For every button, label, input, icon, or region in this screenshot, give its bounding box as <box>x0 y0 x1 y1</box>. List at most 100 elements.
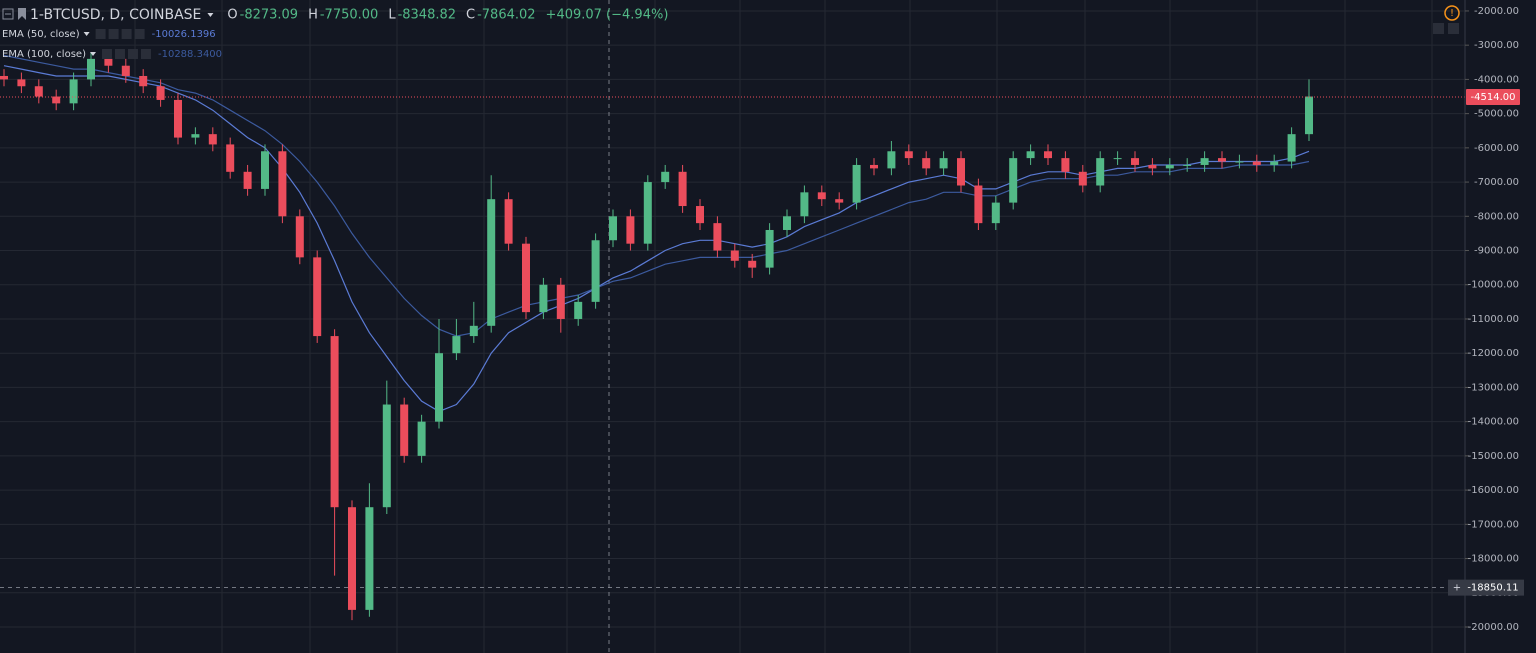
button[interactable] <box>1448 23 1459 34</box>
indicator-value: -10026.1396 <box>152 29 216 40</box>
candle-body <box>1078 171 1087 186</box>
indicator-legend: EMA (50, close) -10026.1396 EMA (100, clos… <box>2 29 222 60</box>
indicator-button[interactable] <box>114 49 125 59</box>
ohlc-value: -7750.00 <box>320 8 378 23</box>
candle-body <box>1252 161 1261 165</box>
candle-body <box>991 202 1000 224</box>
candle-body <box>974 185 983 224</box>
candle-body <box>678 171 687 207</box>
candle-body <box>313 257 322 337</box>
dropdown-arrow <box>89 52 96 56</box>
dropdown-arrow <box>83 32 90 36</box>
ohlc-label: L <box>388 8 396 23</box>
indicator-button[interactable] <box>108 29 119 39</box>
y-tick-label: -7000.00 <box>1474 177 1519 188</box>
candle-body <box>452 336 461 354</box>
candle-body <box>52 96 61 104</box>
indicator-button[interactable] <box>140 49 151 59</box>
indicator-name: EMA (50, close) <box>2 29 80 40</box>
y-tick-label: -13000.00 <box>1468 382 1519 393</box>
indicator-button[interactable] <box>121 29 132 39</box>
ohlc-value: -8348.82 <box>398 8 456 23</box>
candle-body <box>730 250 739 261</box>
candle-body <box>957 158 965 186</box>
y-tick-label: -10000.00 <box>1468 280 1519 291</box>
candle-body <box>469 325 478 337</box>
button[interactable] <box>1433 23 1444 34</box>
change-value: +409.07 (−4.94%) <box>546 8 669 23</box>
candle-body <box>0 75 8 80</box>
candle-body <box>661 171 670 183</box>
grid <box>0 0 1465 653</box>
candle-body <box>417 421 426 456</box>
y-tick-label: -9000.00 <box>1474 246 1519 257</box>
candle-body <box>139 75 148 87</box>
candle-body <box>365 507 374 610</box>
candle-body <box>435 353 443 422</box>
candle-body <box>765 229 774 268</box>
ema-line <box>3 65 1310 413</box>
candle-body <box>121 65 130 76</box>
candle-body <box>191 134 200 138</box>
candle-body <box>226 144 235 172</box>
ohlc-label: C <box>466 8 475 23</box>
symbol-title[interactable]: 1-BTCUSD, D, COINBASE <box>30 7 201 23</box>
candle-body <box>156 86 165 100</box>
candle-body <box>278 151 287 217</box>
y-tick-label: -20000.00 <box>1468 622 1519 633</box>
candle-body <box>1148 164 1157 169</box>
candle-body <box>504 199 513 244</box>
indicator-button[interactable] <box>101 49 112 59</box>
candle-body <box>870 164 878 169</box>
candle-body <box>522 243 530 313</box>
y-tick-label: -2000.00 <box>1474 6 1519 17</box>
y-tick-label: -15000.00 <box>1468 451 1519 462</box>
indicator-button[interactable] <box>134 29 145 39</box>
collapse-icon[interactable] <box>2 8 14 20</box>
alert-icon[interactable] <box>1444 5 1460 21</box>
candle-body <box>1218 158 1226 162</box>
y-tick-label: -8000.00 <box>1474 211 1519 222</box>
candle-body <box>817 192 826 200</box>
y-tick-label: -14000.00 <box>1468 417 1519 428</box>
candle-body <box>1165 164 1174 169</box>
candle-body <box>643 182 652 244</box>
candle-body <box>939 158 948 169</box>
candle-body <box>1026 151 1035 159</box>
candle-body <box>34 86 43 97</box>
candle-body <box>1131 158 1139 165</box>
candle-body <box>1235 161 1244 163</box>
y-tick-label: -18000.00 <box>1468 554 1519 565</box>
y-tick-label: -5000.00 <box>1474 109 1519 120</box>
candle-body <box>261 151 269 189</box>
ohlc-label: H <box>308 8 318 23</box>
candle-body <box>626 216 635 244</box>
candle-body <box>17 79 26 87</box>
indicator-button[interactable] <box>127 49 138 59</box>
candle-body <box>382 404 391 508</box>
candle-body <box>400 404 409 456</box>
candle-body <box>783 216 791 230</box>
candle-body <box>574 301 583 319</box>
candle-body <box>591 240 600 302</box>
y-tick-label: -17000.00 <box>1468 519 1519 530</box>
indicator-button[interactable] <box>95 29 106 39</box>
candle-body <box>1270 161 1279 165</box>
y-tick-label: -11000.00 <box>1468 314 1519 325</box>
y-tick-label: -3000.00 <box>1474 40 1519 51</box>
candle-body <box>748 260 757 268</box>
dropdown-arrow <box>207 13 214 17</box>
candle-body <box>1096 158 1105 186</box>
flag-icon[interactable] <box>18 8 26 20</box>
price-axis: -2000.00 -3000.00 -4000.00 -5000.00 -6000.00… <box>1448 6 1524 633</box>
candle-body <box>800 192 809 217</box>
candle-body <box>904 151 913 159</box>
plot <box>0 0 1465 653</box>
candle-body <box>69 79 78 104</box>
candle-body <box>609 216 617 241</box>
candle-body <box>852 164 861 203</box>
candle-body <box>1183 164 1192 166</box>
last-price-label: -4514.00 <box>1471 92 1516 103</box>
